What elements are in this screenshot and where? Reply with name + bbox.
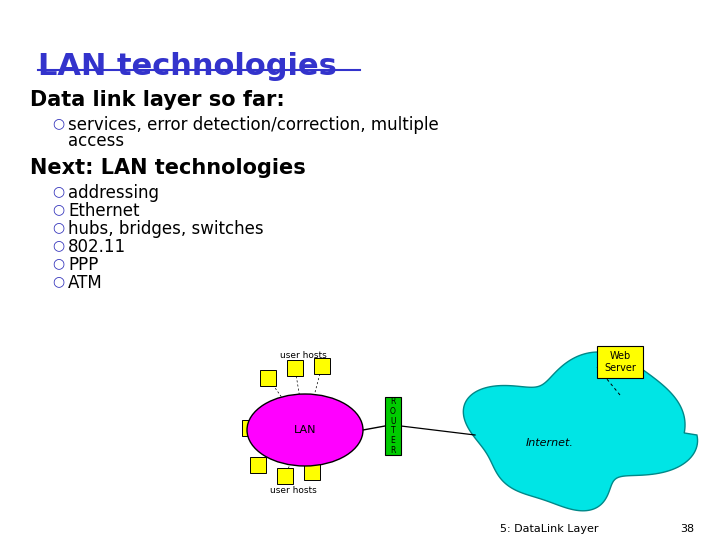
Text: 5: DataLink Layer: 5: DataLink Layer [500, 524, 598, 534]
FancyBboxPatch shape [314, 358, 330, 374]
Text: Internet.: Internet. [526, 438, 574, 448]
FancyBboxPatch shape [242, 420, 258, 436]
Text: services, error detection/correction, multiple: services, error detection/correction, mu… [68, 116, 438, 134]
Text: 38: 38 [680, 524, 694, 534]
FancyBboxPatch shape [597, 346, 643, 378]
FancyBboxPatch shape [260, 370, 276, 386]
Text: user hosts: user hosts [280, 351, 327, 360]
Text: ○: ○ [52, 256, 64, 270]
Text: Next: LAN technologies: Next: LAN technologies [30, 158, 306, 178]
Polygon shape [464, 352, 698, 511]
Text: hubs, bridges, switches: hubs, bridges, switches [68, 220, 264, 238]
Text: R
O
U
T
E
R: R O U T E R [390, 397, 396, 455]
Text: PPP: PPP [68, 256, 99, 274]
Text: ○: ○ [52, 116, 64, 130]
FancyBboxPatch shape [304, 464, 320, 480]
FancyBboxPatch shape [277, 468, 293, 484]
Text: Web
Server: Web Server [604, 351, 636, 373]
Text: access: access [68, 132, 124, 150]
Text: LAN: LAN [294, 425, 316, 435]
Text: ○: ○ [52, 274, 64, 288]
Text: addressing: addressing [68, 184, 159, 202]
Text: LAN technologies: LAN technologies [38, 52, 337, 81]
Text: ○: ○ [52, 238, 64, 252]
Text: ○: ○ [52, 220, 64, 234]
Text: ATM: ATM [68, 274, 103, 292]
FancyBboxPatch shape [385, 397, 401, 455]
Text: ○: ○ [52, 202, 64, 216]
Text: user hosts: user hosts [270, 486, 317, 495]
Ellipse shape [247, 394, 363, 466]
Text: Ethernet: Ethernet [68, 202, 140, 220]
Text: 802.11: 802.11 [68, 238, 126, 256]
Text: Data link layer so far:: Data link layer so far: [30, 90, 284, 110]
FancyBboxPatch shape [287, 360, 303, 376]
FancyBboxPatch shape [250, 457, 266, 473]
Text: ○: ○ [52, 184, 64, 198]
